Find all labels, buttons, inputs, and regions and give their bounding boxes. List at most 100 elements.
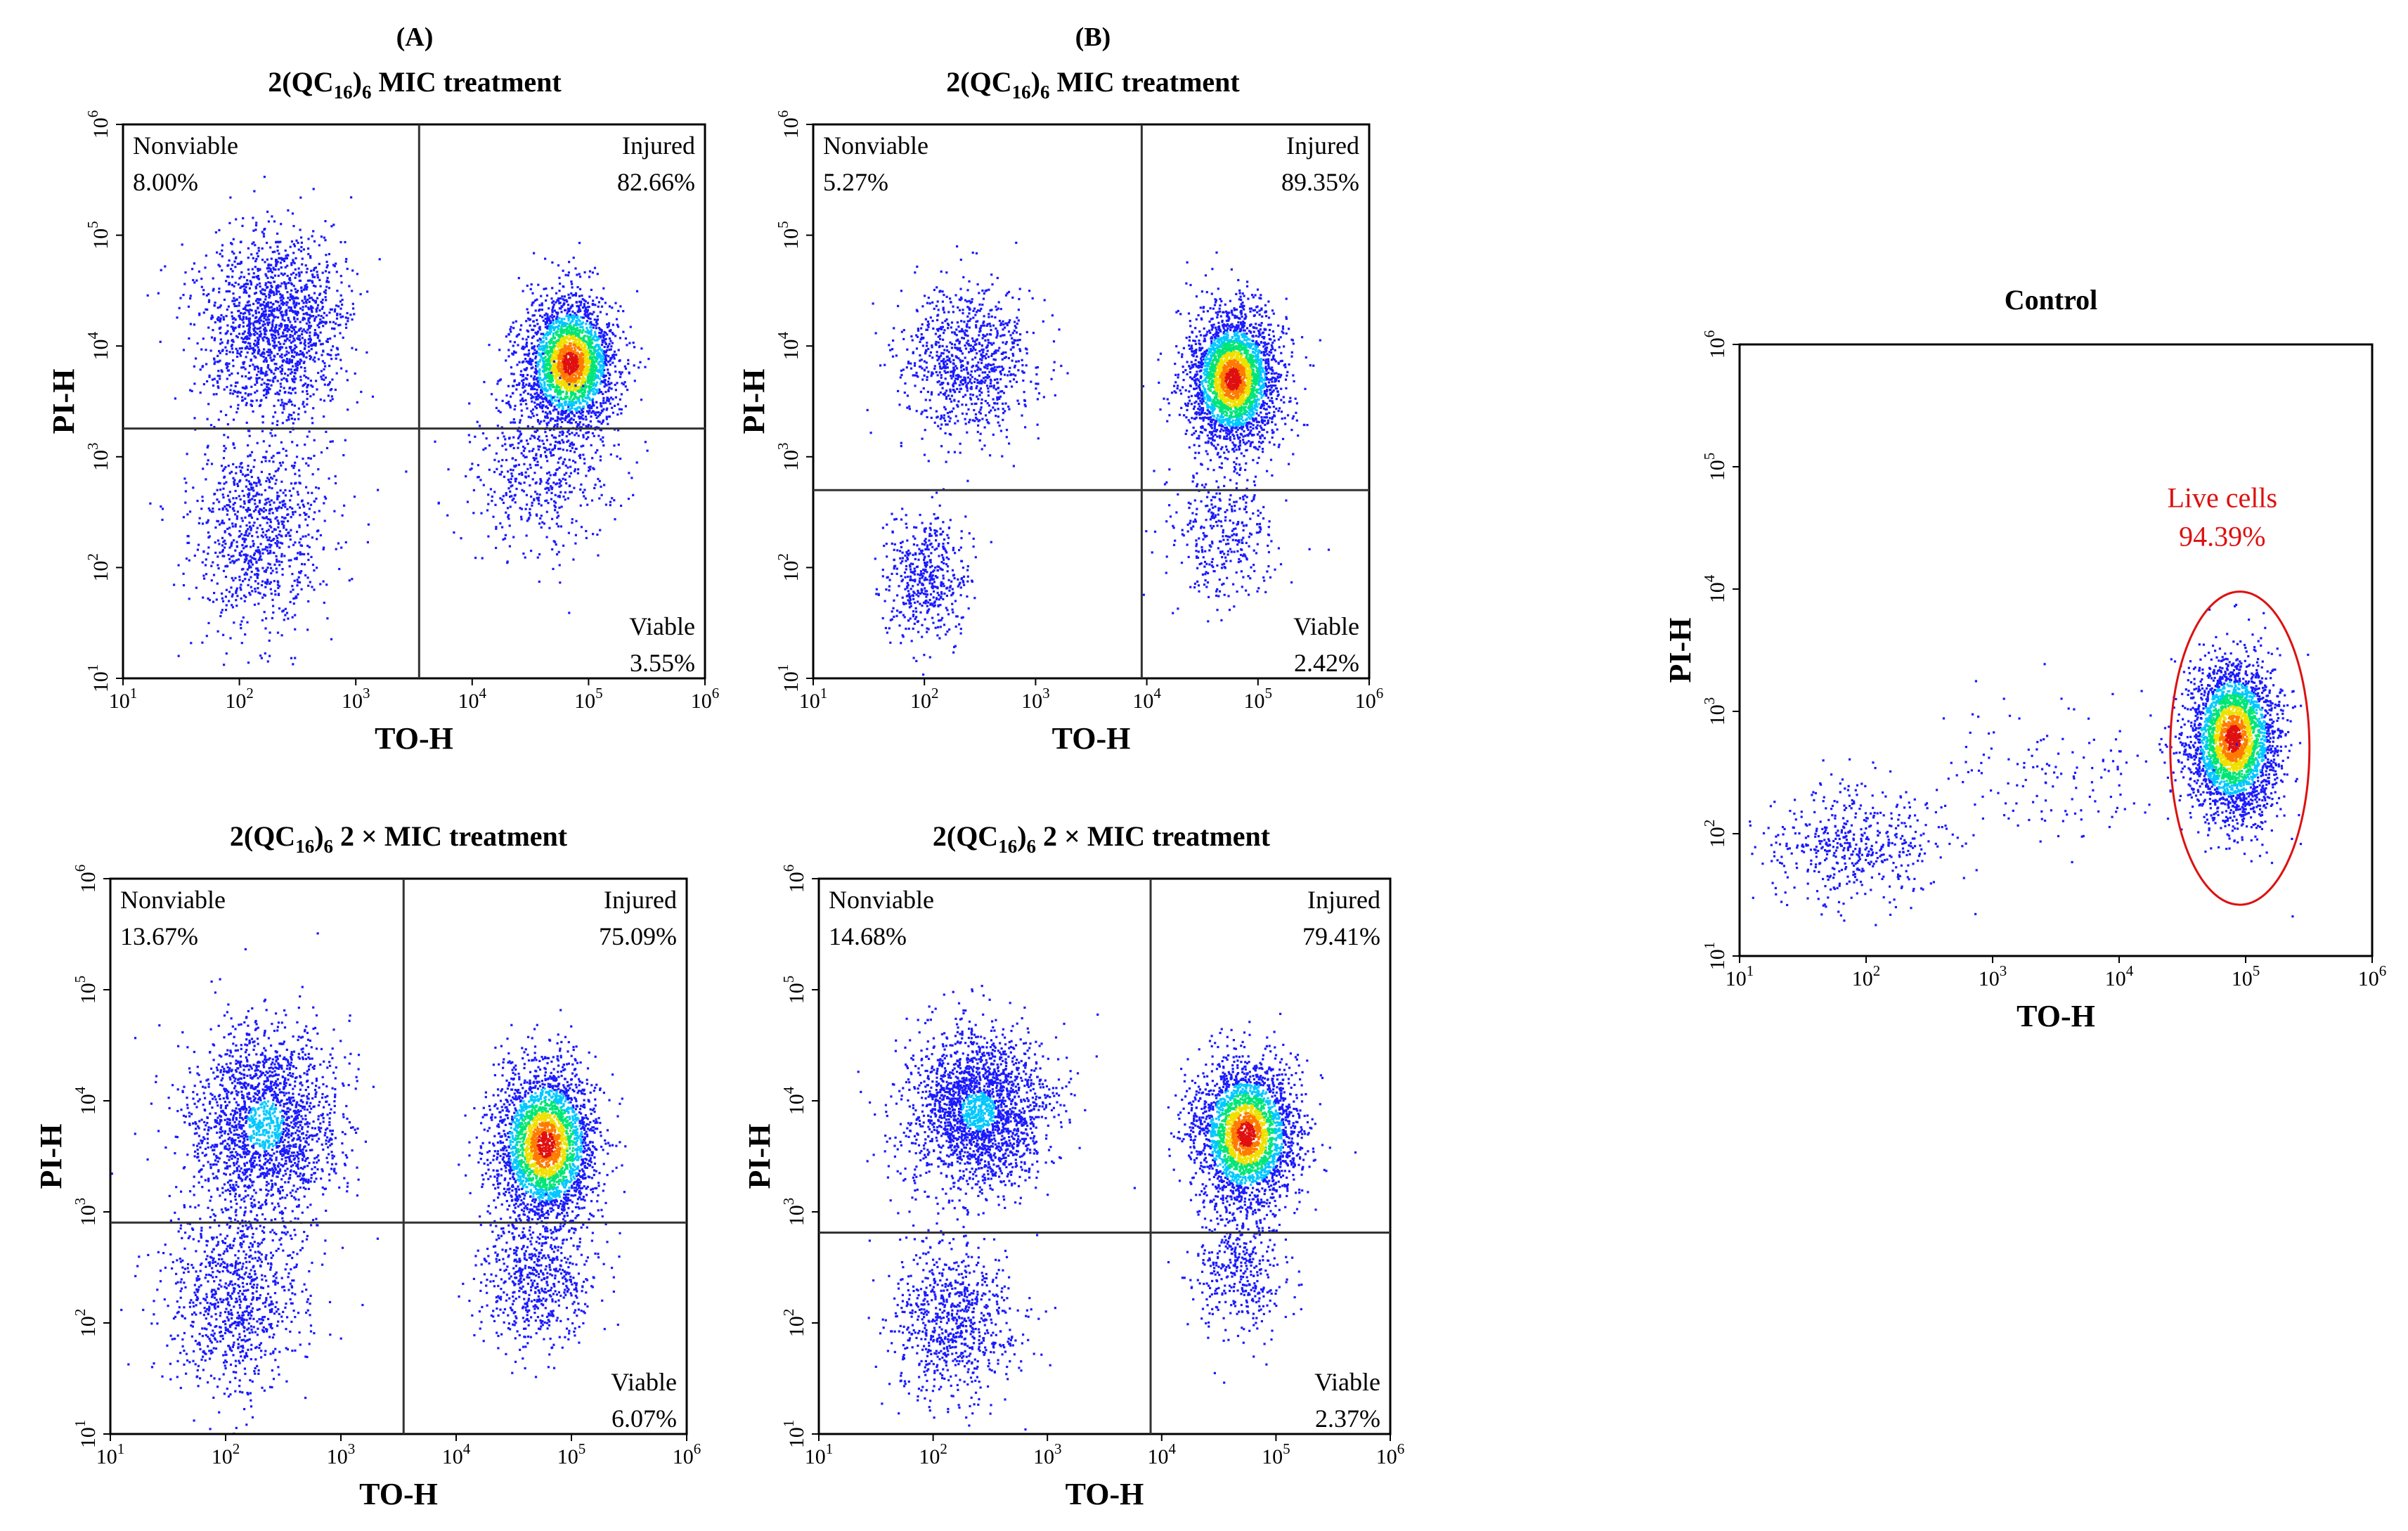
data-point <box>280 283 283 285</box>
data-point <box>335 263 337 265</box>
data-point <box>289 277 291 279</box>
data-point <box>267 354 269 356</box>
data-point <box>306 390 308 392</box>
data-point <box>242 325 245 328</box>
data-point <box>351 318 354 321</box>
data-point <box>280 302 283 304</box>
data-point <box>241 225 243 227</box>
data-point <box>237 408 239 410</box>
data-point <box>275 300 277 302</box>
data-point <box>292 212 294 214</box>
data-point <box>280 285 282 288</box>
data-point <box>306 386 308 388</box>
data-point <box>294 372 297 374</box>
data-point <box>307 247 309 250</box>
data-point <box>325 285 328 288</box>
data-point <box>240 351 242 353</box>
data-point <box>278 399 280 401</box>
data-point <box>313 240 316 243</box>
data-point <box>300 246 302 248</box>
data-point <box>200 349 202 351</box>
data-point <box>226 386 228 388</box>
data-point <box>328 287 330 289</box>
data-point <box>312 230 314 232</box>
data-point <box>269 282 271 284</box>
data-point <box>278 290 280 292</box>
data-point <box>332 345 334 347</box>
data-point <box>267 271 269 273</box>
data-point <box>286 265 288 267</box>
data-point <box>264 284 266 286</box>
data-point <box>274 411 276 413</box>
data-point <box>246 279 248 281</box>
data-point <box>232 359 234 361</box>
data-point <box>253 333 255 335</box>
data-point <box>307 253 309 255</box>
data-point <box>243 283 245 285</box>
data-point <box>297 418 299 420</box>
data-point <box>243 291 245 293</box>
data-point <box>302 299 304 302</box>
data-point <box>239 263 241 265</box>
data-point <box>252 400 254 402</box>
data-point <box>305 305 307 307</box>
data-point <box>193 262 195 264</box>
data-point <box>248 295 250 297</box>
data-point <box>323 312 325 314</box>
data-point <box>327 338 329 340</box>
data-point <box>305 356 307 358</box>
data-point <box>257 255 259 257</box>
data-point <box>271 359 273 361</box>
data-point <box>258 250 260 252</box>
data-point <box>297 297 299 299</box>
data-point <box>325 299 327 301</box>
data-point <box>238 296 240 298</box>
data-point <box>183 283 186 285</box>
data-point <box>221 369 223 371</box>
data-point <box>340 295 342 297</box>
data-point <box>248 318 250 321</box>
data-point <box>242 217 244 219</box>
data-point <box>294 245 296 247</box>
data-point <box>285 403 287 405</box>
data-point <box>270 302 272 304</box>
title-part-pre: 2(QC <box>268 66 333 98</box>
data-point <box>240 312 242 314</box>
data-point <box>217 264 219 266</box>
data-point <box>281 299 283 302</box>
data-point <box>206 295 208 297</box>
data-point <box>347 268 349 270</box>
data-point <box>286 291 288 293</box>
data-point <box>299 321 302 323</box>
data-point <box>303 313 305 315</box>
data-point <box>313 292 316 295</box>
data-point <box>256 374 258 376</box>
data-point <box>334 265 336 267</box>
data-point <box>325 296 327 298</box>
data-point <box>255 258 257 260</box>
data-point <box>284 273 286 275</box>
data-point <box>342 337 344 339</box>
data-point <box>316 297 318 299</box>
data-point <box>286 257 288 259</box>
data-point <box>229 196 231 198</box>
data-point <box>280 314 283 316</box>
data-point <box>292 340 294 342</box>
data-point <box>188 306 190 308</box>
data-point <box>294 377 297 380</box>
data-point <box>287 374 289 376</box>
data-point <box>227 370 229 372</box>
data-point <box>294 405 296 407</box>
data-point <box>255 312 257 314</box>
title-part-mid: ) <box>353 66 362 98</box>
data-point <box>309 301 311 303</box>
data-point <box>248 372 250 374</box>
data-point <box>216 361 219 363</box>
data-point <box>214 337 216 340</box>
data-point <box>277 380 279 382</box>
data-point <box>249 365 251 367</box>
data-point <box>267 379 269 381</box>
data-point <box>280 386 282 388</box>
data-point <box>226 342 228 344</box>
data-point <box>292 388 294 390</box>
